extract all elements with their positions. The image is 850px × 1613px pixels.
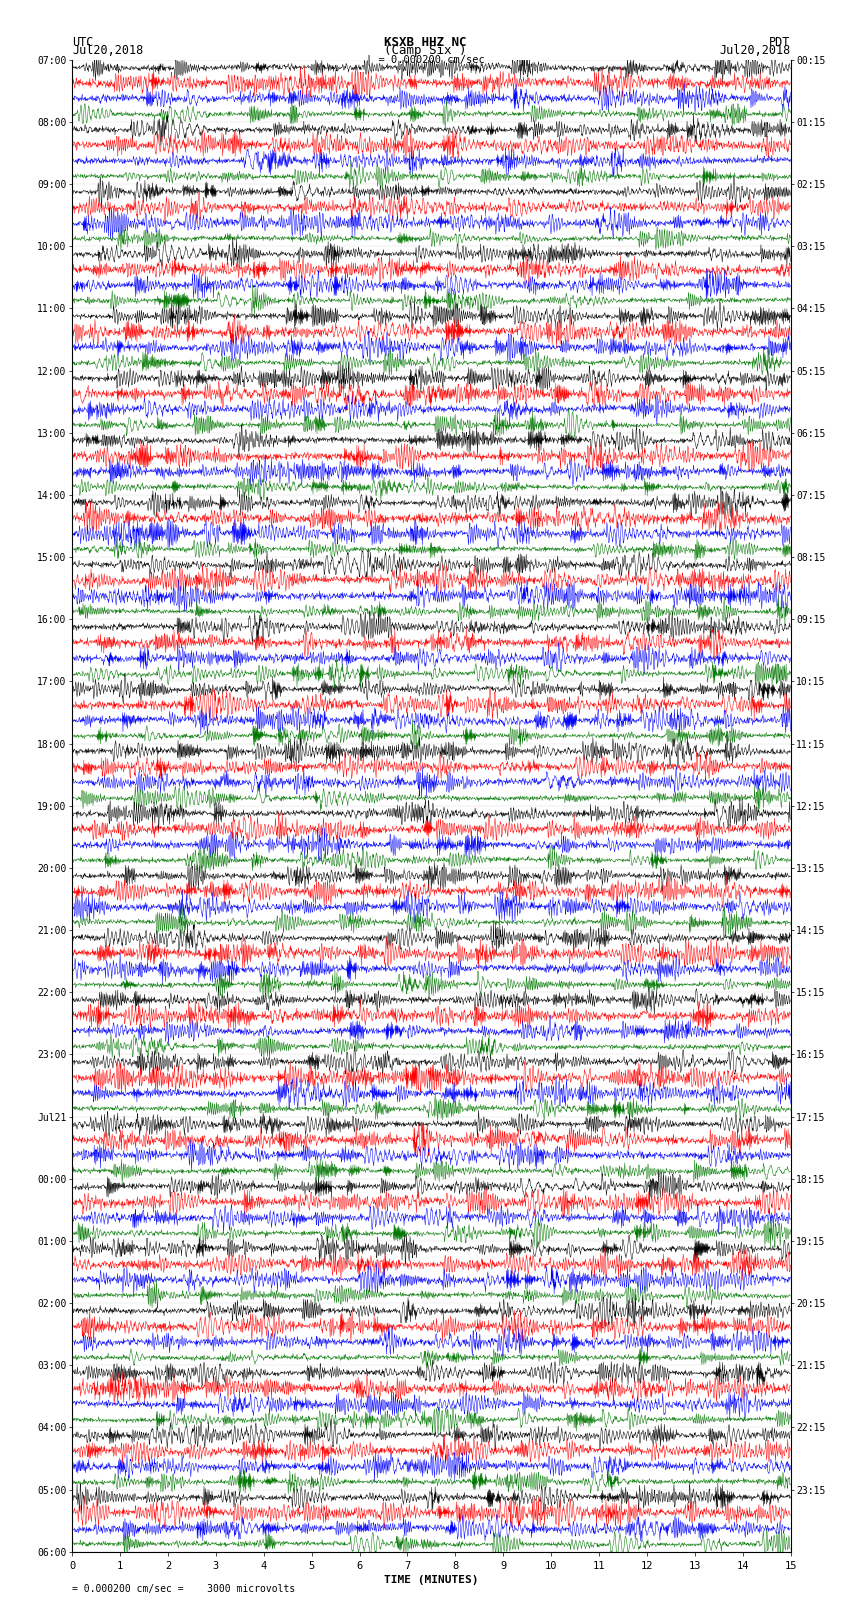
Text: = 0.000200 cm/sec =    3000 microvolts: = 0.000200 cm/sec = 3000 microvolts	[72, 1584, 296, 1594]
Text: PDT: PDT	[769, 35, 790, 50]
X-axis label: TIME (MINUTES): TIME (MINUTES)	[384, 1574, 479, 1586]
Text: Jul20,2018: Jul20,2018	[719, 44, 791, 58]
Text: KSXB HHZ NC: KSXB HHZ NC	[383, 35, 467, 50]
Text: Jul20,2018: Jul20,2018	[72, 44, 144, 58]
Text: | = 0.000200 cm/sec: | = 0.000200 cm/sec	[366, 55, 484, 65]
Text: UTC: UTC	[72, 35, 94, 50]
Text: (Camp Six ): (Camp Six )	[383, 44, 467, 58]
